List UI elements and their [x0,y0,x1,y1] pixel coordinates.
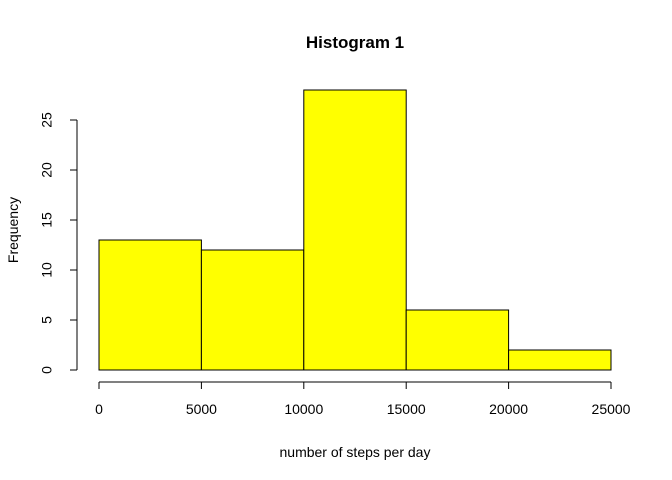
x-axis: 0 5000 10000 15000 20000 25000 [95,381,631,417]
y-axis-label: Frequency [5,197,21,263]
x-tick-label-2: 10000 [284,401,323,417]
histogram-bar-1 [200,249,305,371]
histogram-bar-3 [405,309,510,371]
x-tick-label-4: 20000 [489,401,528,417]
y-axis: 0 5 10 15 20 25 [39,112,78,374]
histogram-bar-2 [303,89,407,371]
histogram-bar-4 [508,349,612,371]
x-axis-label: number of steps per day [280,444,431,460]
x-tick-label-0: 0 [95,401,103,417]
y-tick-label-5: 25 [39,112,55,128]
y-tick-label-2: 10 [39,262,55,278]
bars-group [98,89,612,371]
x-tick-label-1: 5000 [186,401,217,417]
y-tick-label-4: 20 [39,162,55,178]
x-tick-label-5: 25000 [592,401,631,417]
histogram-bar-0 [98,239,202,371]
y-tick-label-3: 15 [39,212,55,228]
y-tick-label-0: 0 [39,366,55,374]
chart-title: Histogram 1 [306,33,404,52]
x-tick-label-3: 15000 [387,401,426,417]
y-tick-label-1: 5 [39,316,55,324]
